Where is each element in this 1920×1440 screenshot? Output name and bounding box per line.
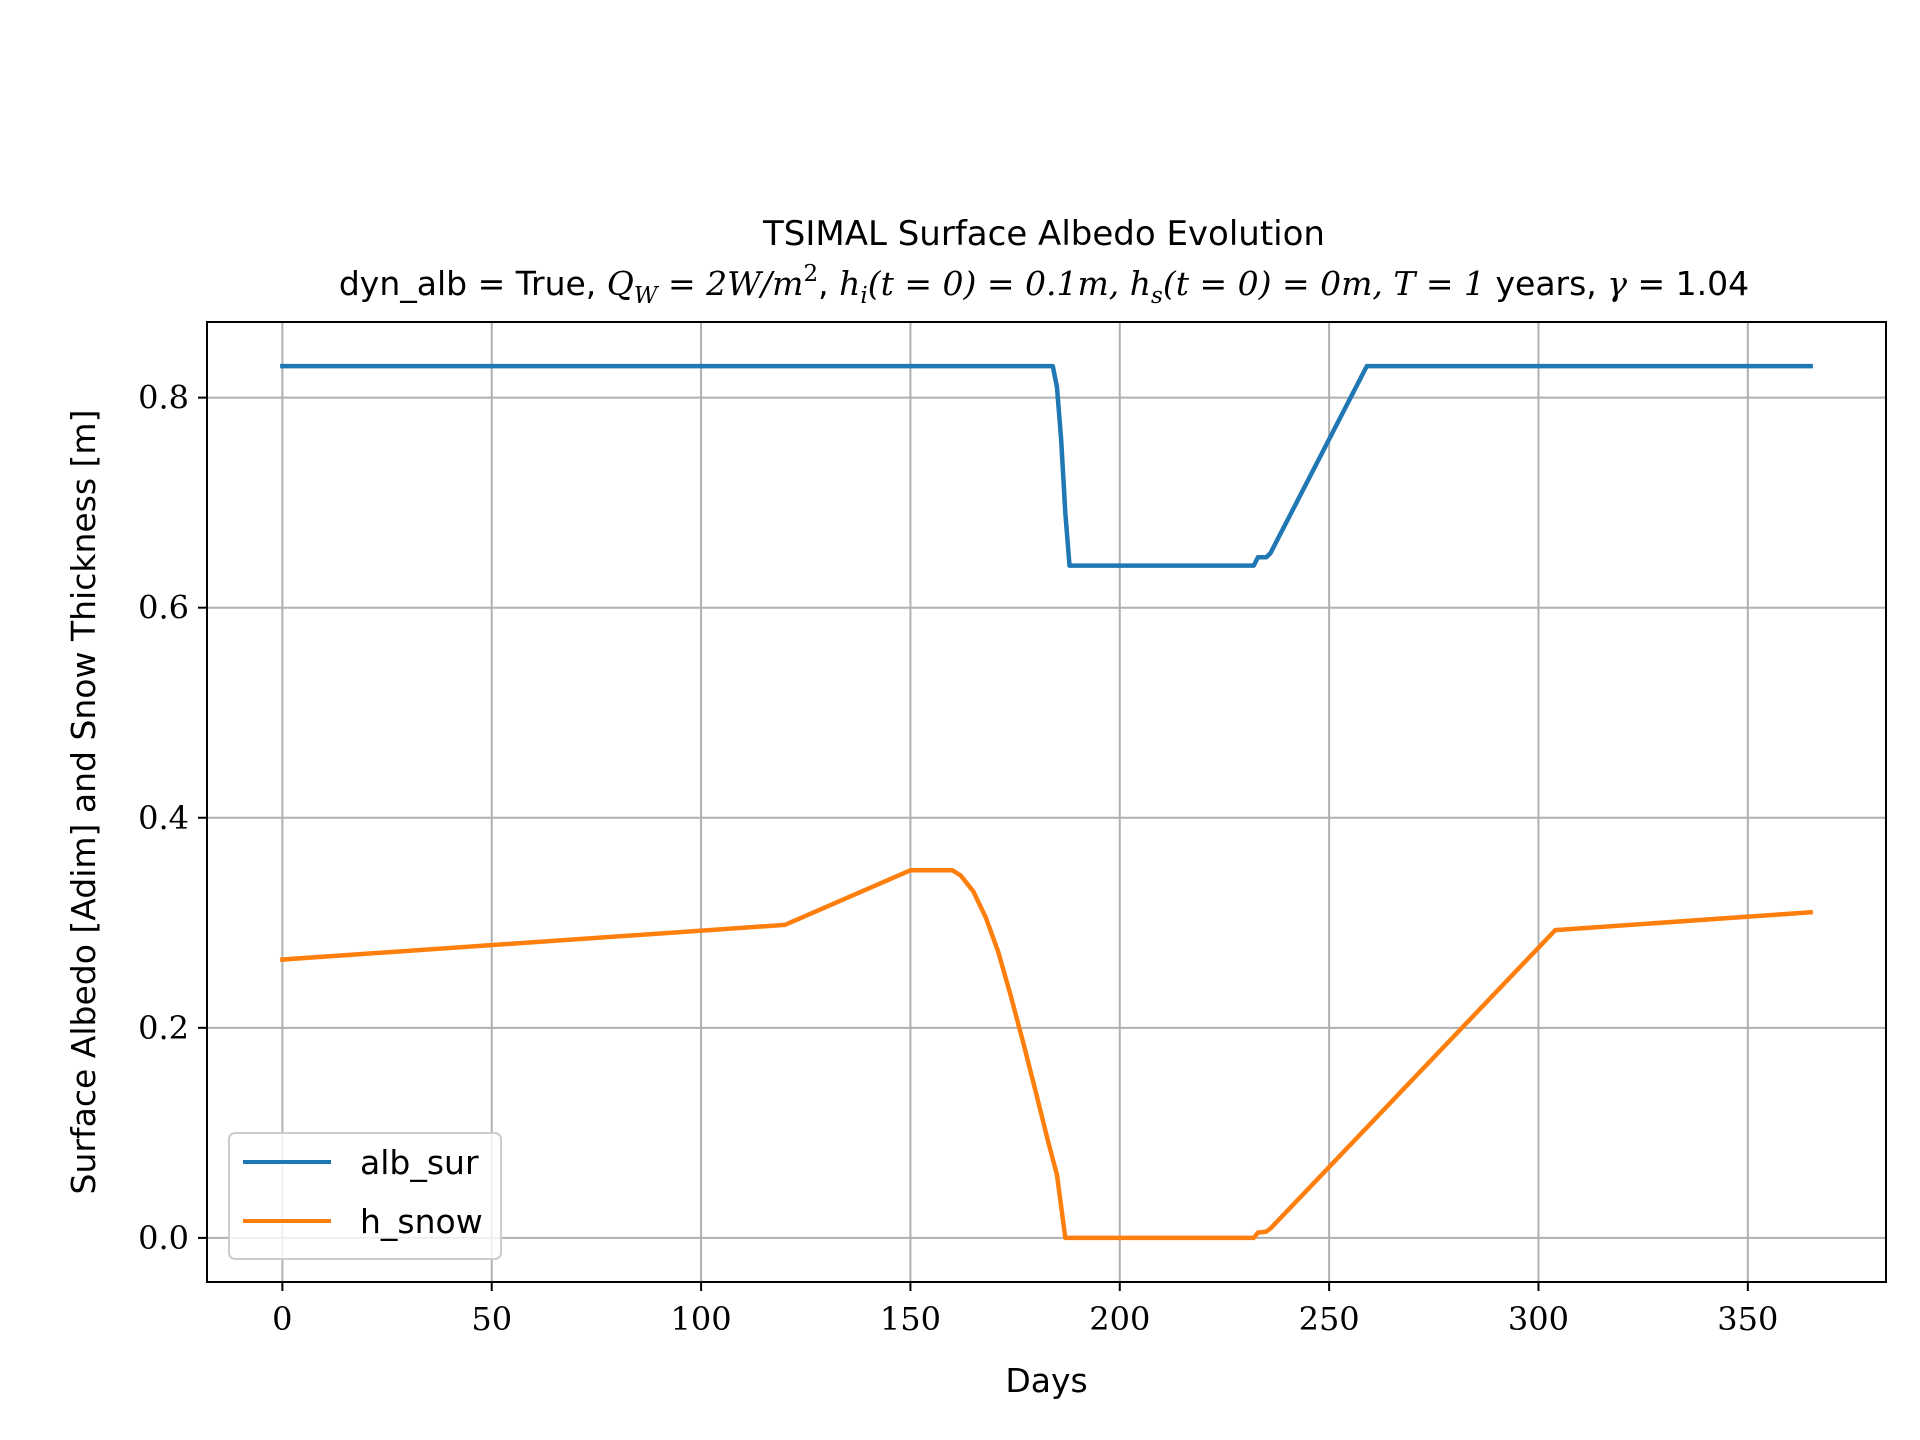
chart-title: TSIMAL Surface Albedo Evolution xyxy=(762,214,1325,254)
subtitle-math: (t = 0) = 0.1m, xyxy=(868,264,1130,303)
series-lines xyxy=(279,363,1814,1241)
grid-lines xyxy=(207,322,1886,1282)
legend: alb_sur h_snow xyxy=(228,1132,502,1260)
chart-subtitle: dyn_alb = True, QW = 2W/m2, hi(t = 0) = … xyxy=(339,261,1749,309)
x-tick-label: 250 xyxy=(1299,1300,1360,1338)
subtitle-part: , xyxy=(818,264,839,303)
legend-label-h-snow: h_snow xyxy=(360,1202,483,1241)
y-tick-label: 0.2 xyxy=(138,1009,189,1047)
subtitle-math: h xyxy=(839,264,860,303)
subtitle-math: γ xyxy=(1607,264,1627,303)
subtitle-part: dyn_alb = True, xyxy=(339,264,607,303)
subtitle-math: = 2W/m xyxy=(658,264,804,303)
y-tick-label: 0.6 xyxy=(138,589,189,627)
subtitle-part: years, xyxy=(1485,264,1607,303)
subtitle-math: (t = 0) = 0m, T = 1 xyxy=(1163,264,1485,303)
x-tick-label: 150 xyxy=(880,1300,941,1338)
subtitle-superscript: 2 xyxy=(803,261,818,287)
axis-ticks: 0 50 100 150 200 250 300 350 0.0 0.2 0.4 0.6 0.8 xyxy=(138,379,1778,1338)
x-tick-label: 200 xyxy=(1089,1300,1150,1338)
subtitle-subscript: W xyxy=(634,283,660,309)
x-axis-label: Days xyxy=(1005,1361,1087,1400)
subtitle-math: h xyxy=(1130,264,1151,303)
x-tick-label: 350 xyxy=(1717,1300,1778,1338)
x-tick-label: 50 xyxy=(471,1300,512,1338)
subtitle-subscript: i xyxy=(860,283,867,309)
x-tick-label: 300 xyxy=(1508,1300,1569,1338)
y-axis-label: Surface Albedo [Adim] and Snow Thickness… xyxy=(64,410,103,1195)
legend-box xyxy=(228,1132,502,1260)
series-line-alb-sur xyxy=(280,363,1813,568)
x-tick-label: 100 xyxy=(671,1300,732,1338)
x-tick-label: 0 xyxy=(272,1300,292,1338)
legend-label-alb-sur: alb_sur xyxy=(360,1143,479,1182)
y-tick-label: 0.8 xyxy=(138,379,189,417)
subtitle-subscript: s xyxy=(1151,283,1163,309)
plot-frame xyxy=(206,321,1887,1283)
series-line-h-snow xyxy=(279,868,1814,1241)
subtitle-part: = 1.04 xyxy=(1627,264,1749,303)
subtitle-math: Q xyxy=(607,264,634,303)
y-tick-label: 0.4 xyxy=(138,799,189,837)
y-tick-label: 0.0 xyxy=(138,1219,189,1257)
